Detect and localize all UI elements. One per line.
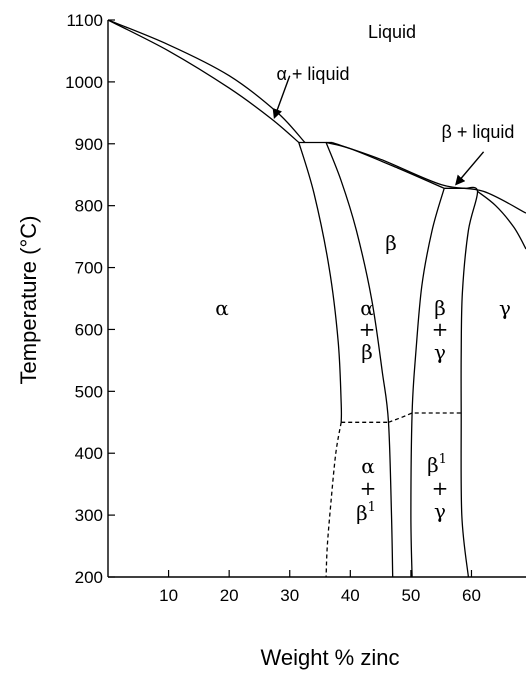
region-alpha-beta1-alpha: α (361, 454, 375, 478)
x-tick-label: 10 (159, 586, 178, 605)
y-tick-label: 700 (75, 259, 103, 278)
region-beta1-gamma-beta-symbol: β (427, 453, 439, 477)
boundary-liquidus-alpha (107, 19, 306, 143)
region-gamma: γ (499, 296, 511, 320)
region-alpha-plus-liquid: α + liquid (277, 64, 350, 84)
y-tick-label: 1100 (66, 11, 103, 30)
boundary-ordering-beta-step (388, 412, 462, 423)
y-tick-label: 600 (75, 320, 103, 339)
x-tick-label: 30 (280, 586, 299, 605)
region-beta-gamma-plus: + (432, 317, 449, 341)
region-alpha-beta1-beta-symbol: β (356, 501, 368, 525)
boundary-beta-gamma-right (460, 186, 479, 578)
region-beta-plus-liquid: β + liquid (442, 122, 515, 142)
boundary-gamma-delta (477, 190, 526, 250)
y-axis-ticks: 200 300 400 500 600 700 800 900 1000 1100 (65, 11, 115, 587)
boundary-liquidus-beta (331, 141, 526, 214)
boundary-alpha-beta-right (325, 142, 394, 578)
y-tick-label: 200 (75, 568, 103, 587)
x-tick-label: 40 (341, 586, 360, 605)
region-alpha-beta1-beta: β1 (356, 500, 376, 525)
region-beta-gamma-gamma: γ (434, 340, 446, 364)
x-tick-label: 20 (220, 586, 239, 605)
region-alpha-beta-alpha: α (360, 296, 374, 320)
boundary-alpha-beta-left (298, 142, 343, 423)
region-beta: β (385, 231, 397, 255)
y-tick-label: 400 (75, 444, 103, 463)
y-axis-title: Temperature (°C) (16, 216, 41, 385)
callout-arrows (272, 75, 485, 186)
callout-arrow (272, 75, 291, 120)
region-alpha-beta1-plus: + (360, 476, 377, 500)
x-tick-label: 60 (462, 586, 481, 605)
region-beta-gamma-beta: β (434, 296, 446, 320)
region-liquid: Liquid (368, 22, 416, 42)
region-beta1-gamma-beta: β1 (427, 452, 447, 477)
x-axis-ticks: 10 20 30 40 50 60 (159, 570, 481, 605)
y-tick-label: 500 (75, 382, 103, 401)
region-beta1-gamma-plus: + (432, 476, 449, 500)
y-tick-label: 1000 (65, 73, 103, 92)
callout-arrow (455, 151, 485, 186)
region-alpha: α (215, 296, 229, 320)
region-beta1-gamma-gamma: γ (434, 499, 446, 523)
boundary-solidus-alpha (107, 19, 300, 143)
y-tick-label: 300 (75, 506, 103, 525)
region-alpha-beta-beta: β (361, 340, 373, 364)
x-tick-label: 50 (401, 586, 420, 605)
y-tick-label: 800 (75, 197, 103, 216)
region-beta1-gamma-superscript: 1 (439, 452, 447, 467)
boundary-solidus-beta (325, 141, 445, 189)
region-alpha-beta-plus: + (359, 317, 376, 341)
boundary-ordering-alpha-beta1 (325, 422, 342, 578)
boundary-beta-gamma-left (410, 188, 445, 578)
x-axis-title: Weight % zinc (261, 645, 400, 670)
phase-boundaries (107, 19, 526, 578)
region-alpha-beta1-superscript: 1 (368, 500, 376, 515)
y-tick-label: 900 (75, 135, 103, 154)
